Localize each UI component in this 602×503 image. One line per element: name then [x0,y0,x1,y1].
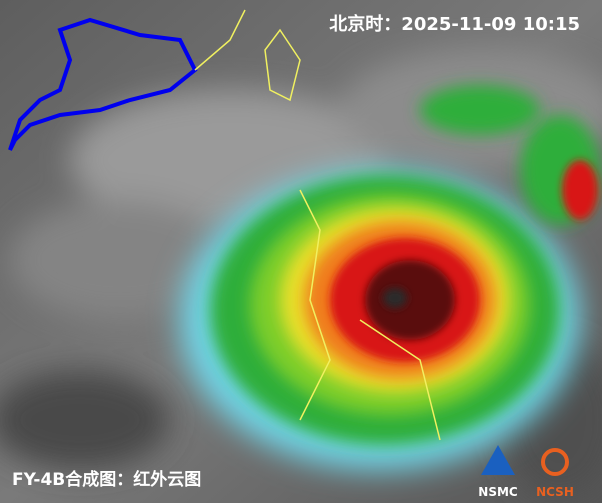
logo-text: NCSH [536,485,574,499]
logo-text: NSMC [478,485,518,499]
timestamp: 北京时：2025-11-09 10:15 [329,13,580,35]
border [8,17,198,151]
typhoon [180,85,600,470]
coastline [194,9,441,441]
caption: FY-4B合成图：红外云图 [12,469,201,490]
logos: NSMC NCSH [478,445,574,499]
